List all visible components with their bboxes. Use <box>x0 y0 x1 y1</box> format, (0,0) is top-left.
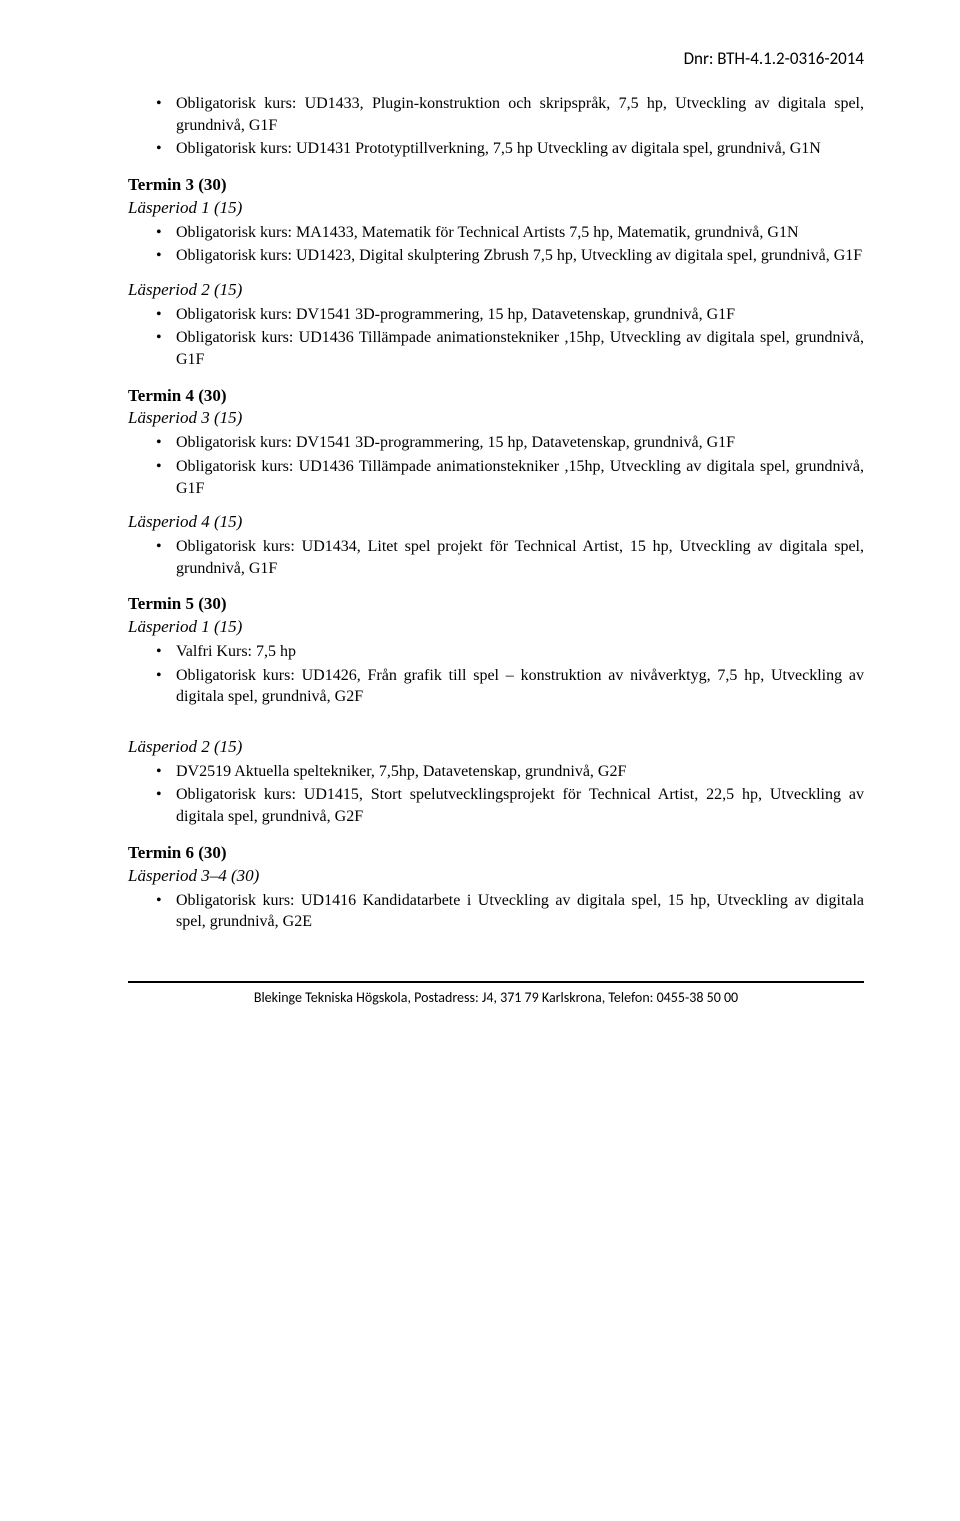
footer-divider <box>128 981 864 983</box>
term5-lp2-list: DV2519 Aktuella speltekniker, 7,5hp, Dat… <box>128 761 864 828</box>
list-item: Obligatorisk kurs: UD1426, Från grafik t… <box>156 665 864 708</box>
footer-text: Blekinge Tekniska Högskola, Postadress: … <box>128 989 864 1008</box>
term5-lp1-label: Läsperiod 1 (15) <box>128 616 864 639</box>
list-item: Obligatorisk kurs: UD1431 Prototyptillve… <box>156 138 864 160</box>
list-item: Obligatorisk kurs: UD1416 Kandidatarbete… <box>156 890 864 933</box>
list-item: Obligatorisk kurs: DV1541 3D-programmeri… <box>156 432 864 454</box>
term6-lp34-list: Obligatorisk kurs: UD1416 Kandidatarbete… <box>128 890 864 933</box>
term6-lp34-label: Läsperiod 3–4 (30) <box>128 865 864 888</box>
term3-lp2-list: Obligatorisk kurs: DV1541 3D-programmeri… <box>128 304 864 371</box>
list-item: Obligatorisk kurs: UD1434, Litet spel pr… <box>156 536 864 579</box>
document-reference: Dnr: BTH-4.1.2-0316-2014 <box>128 48 864 71</box>
list-item: Obligatorisk kurs: UD1433, Plugin-konstr… <box>156 93 864 136</box>
list-item: Obligatorisk kurs: MA1433, Matematik för… <box>156 222 864 244</box>
list-item: Obligatorisk kurs: UD1436 Tillämpade ani… <box>156 327 864 370</box>
term5-lp1-list: Valfri Kurs: 7,5 hp Obligatorisk kurs: U… <box>128 641 864 708</box>
term5-heading: Termin 5 (30) <box>128 593 864 616</box>
term3-lp1-list: Obligatorisk kurs: MA1433, Matematik för… <box>128 222 864 267</box>
top-course-list: Obligatorisk kurs: UD1433, Plugin-konstr… <box>128 93 864 160</box>
list-item: Obligatorisk kurs: UD1436 Tillämpade ani… <box>156 456 864 499</box>
term6-heading: Termin 6 (30) <box>128 842 864 865</box>
list-item: Obligatorisk kurs: DV1541 3D-programmeri… <box>156 304 864 326</box>
term3-lp2-label: Läsperiod 2 (15) <box>128 279 864 302</box>
term4-lp3-label: Läsperiod 3 (15) <box>128 407 864 430</box>
term4-lp4-list: Obligatorisk kurs: UD1434, Litet spel pr… <box>128 536 864 579</box>
list-item: Obligatorisk kurs: UD1423, Digital skulp… <box>156 245 864 267</box>
list-item: Valfri Kurs: 7,5 hp <box>156 641 864 663</box>
term3-heading: Termin 3 (30) <box>128 174 864 197</box>
spacer <box>128 714 864 736</box>
term4-lp4-label: Läsperiod 4 (15) <box>128 511 864 534</box>
list-item: Obligatorisk kurs: UD1415, Stort spelutv… <box>156 784 864 827</box>
term3-lp1-label: Läsperiod 1 (15) <box>128 197 864 220</box>
term4-heading: Termin 4 (30) <box>128 385 864 408</box>
term4-lp3-list: Obligatorisk kurs: DV1541 3D-programmeri… <box>128 432 864 499</box>
list-item: DV2519 Aktuella speltekniker, 7,5hp, Dat… <box>156 761 864 783</box>
term5-lp2-label: Läsperiod 2 (15) <box>128 736 864 759</box>
